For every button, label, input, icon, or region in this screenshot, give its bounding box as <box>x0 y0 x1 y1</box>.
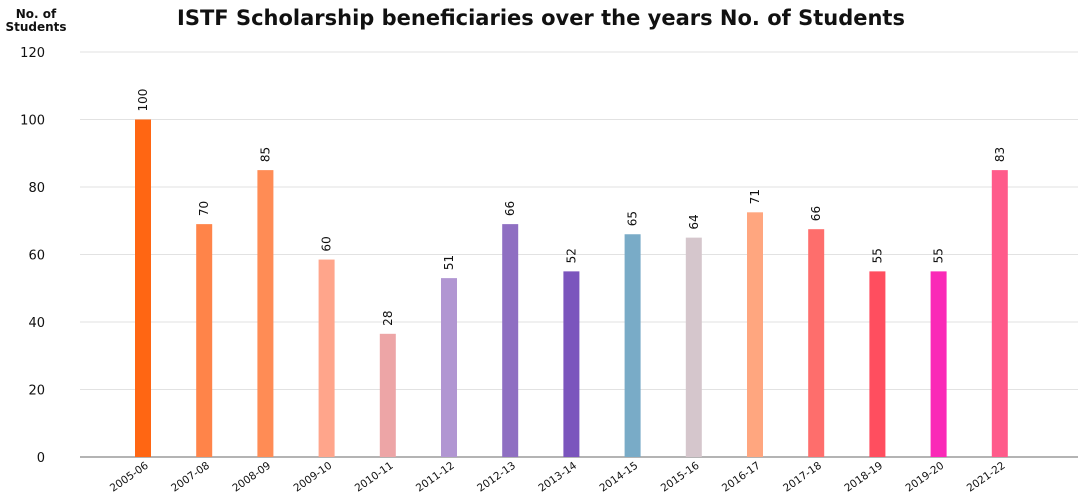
y-axis-label-line-1: No. of <box>15 7 57 21</box>
y-tick-label: 40 <box>28 316 45 331</box>
x-tick-label: 2019-20 <box>903 460 946 495</box>
y-axis-label-line-2: Students <box>5 20 67 34</box>
y-tick-label: 0 <box>37 451 45 466</box>
data-label: 100 <box>136 89 150 112</box>
bar-2016-17 <box>747 212 763 457</box>
y-tick-label: 120 <box>20 46 45 61</box>
y-tick-label: 20 <box>28 384 45 399</box>
bar-2021-22 <box>991 170 1008 457</box>
x-tick-label: 2012-13 <box>475 460 518 495</box>
data-label: 51 <box>442 255 456 270</box>
data-label: 70 <box>197 201 211 216</box>
y-tick-label: 80 <box>28 181 45 196</box>
data-label: 85 <box>258 147 272 162</box>
x-tick-label: 2011-12 <box>414 460 457 495</box>
bar-2010-11 <box>379 333 396 457</box>
data-label: 66 <box>503 201 517 216</box>
data-label: 83 <box>993 147 1007 162</box>
x-tick-label: 2014-15 <box>597 460 640 495</box>
data-label: 71 <box>748 189 762 204</box>
data-label: 64 <box>687 214 701 229</box>
bar-2012-13 <box>502 224 519 457</box>
bar-2013-14 <box>563 271 580 457</box>
y-axis-ticks: 0 20 40 60 80 100 120 <box>20 46 45 466</box>
bar-2019-20 <box>930 271 947 457</box>
data-label: 28 <box>381 311 395 326</box>
bar-2017-18 <box>808 229 825 457</box>
bar-2008-09 <box>257 170 274 457</box>
x-tick-label: 2015-16 <box>659 459 702 494</box>
bars <box>135 119 1008 457</box>
chart-title: ISTF Scholarship beneficiaries over the … <box>177 6 905 30</box>
x-tick-label: 2005-06 <box>108 459 151 494</box>
data-labels: 100 70 85 60 28 51 66 52 65 64 71 66 55 55 83 <box>136 89 1007 326</box>
data-label: 55 <box>870 248 884 263</box>
x-tick-label: 2010-11 <box>353 460 396 495</box>
bar-2007-08 <box>196 224 213 457</box>
bar-2018-19 <box>869 271 886 457</box>
data-label: 65 <box>626 211 640 226</box>
bar-2009-10 <box>318 259 335 457</box>
bar-2015-16 <box>685 237 702 457</box>
x-tick-label: 2009-10 <box>291 460 334 495</box>
x-tick-label: 2016-17 <box>720 460 763 495</box>
data-label: 60 <box>320 236 334 251</box>
x-tick-label: 2013-14 <box>536 459 579 494</box>
y-tick-label: 100 <box>20 114 45 129</box>
data-label: 66 <box>809 206 823 221</box>
y-axis-label: No. of Students <box>4 8 68 34</box>
x-tick-label: 2008-09 <box>230 460 273 495</box>
bar-2014-15 <box>624 234 641 457</box>
x-tick-label: 2021-22 <box>965 460 1008 495</box>
bar-2011-12 <box>441 278 457 457</box>
x-tick-label: 2017-18 <box>781 460 824 495</box>
y-tick-label: 60 <box>28 249 45 264</box>
data-label: 52 <box>564 248 578 263</box>
x-tick-label: 2007-08 <box>169 460 212 495</box>
data-label: 55 <box>932 248 946 263</box>
x-tick-label: 2018-19 <box>842 460 885 495</box>
bar-2005-06 <box>135 119 151 457</box>
x-axis-ticks: 2005-06 2007-08 2008-09 2009-10 2010-11 2011-… <box>108 459 1008 494</box>
